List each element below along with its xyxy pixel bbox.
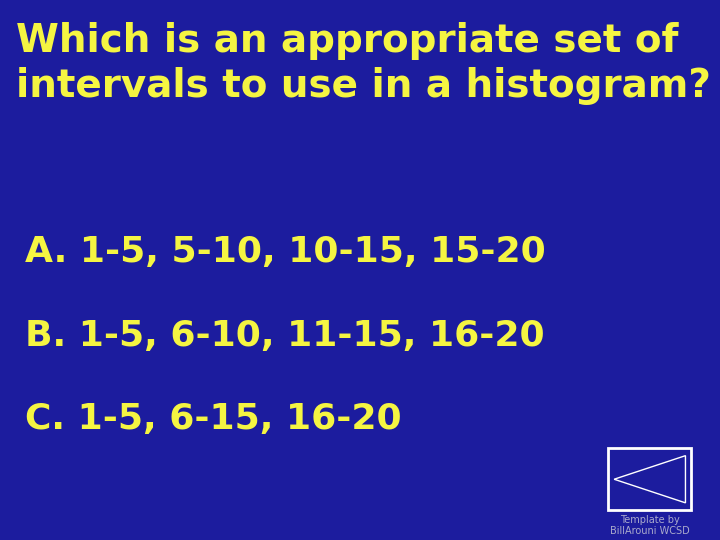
- Text: A. 1-5, 5-10, 10-15, 15-20: A. 1-5, 5-10, 10-15, 15-20: [25, 235, 546, 269]
- Bar: [608, 448, 691, 510]
- Polygon shape: [614, 456, 685, 503]
- Text: Which is an appropriate set of
intervals to use in a histogram?: Which is an appropriate set of intervals…: [16, 22, 711, 105]
- Text: B. 1-5, 6-10, 11-15, 16-20: B. 1-5, 6-10, 11-15, 16-20: [25, 319, 545, 353]
- Text: C. 1-5, 6-15, 16-20: C. 1-5, 6-15, 16-20: [25, 402, 402, 436]
- Text: Template by
BillArouni WCSD: Template by BillArouni WCSD: [610, 515, 690, 536]
